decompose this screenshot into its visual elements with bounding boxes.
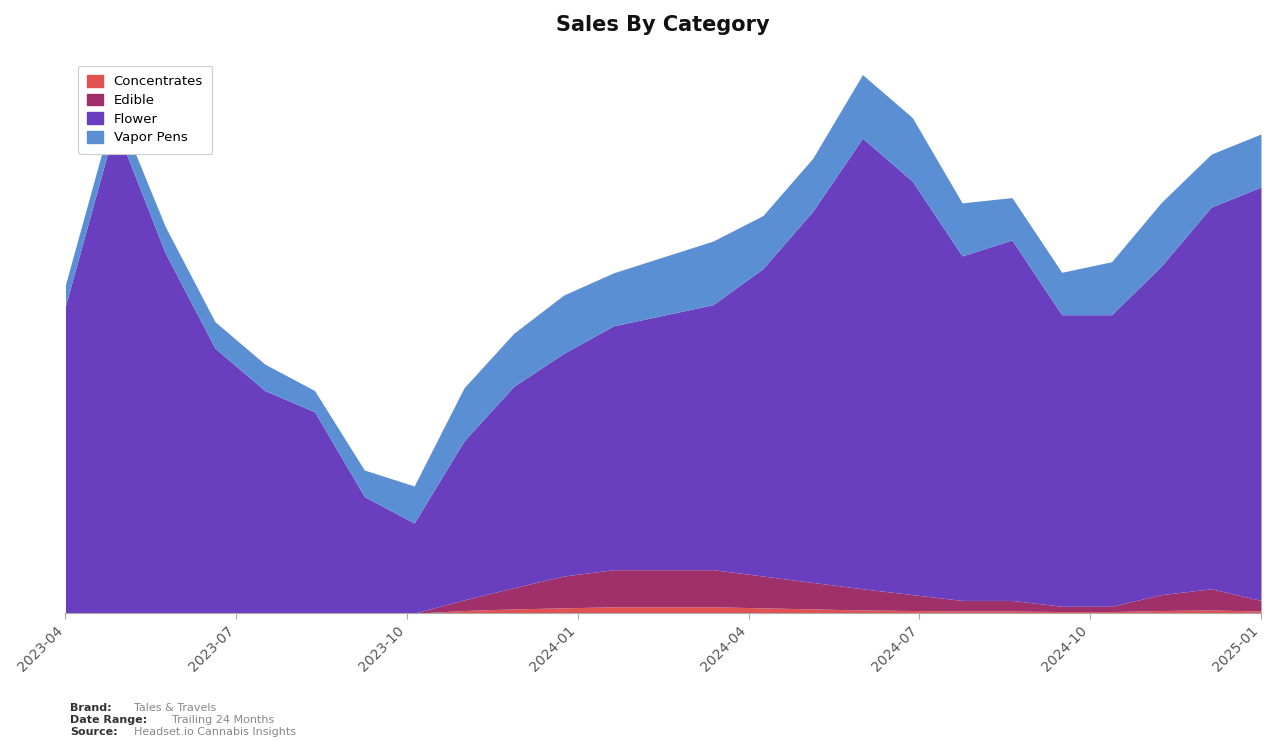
Title: Sales By Category: Sales By Category [556, 15, 769, 35]
Text: Trailing 24 Months: Trailing 24 Months [172, 715, 274, 725]
Legend: Concentrates, Edible, Flower, Vapor Pens: Concentrates, Edible, Flower, Vapor Pens [78, 65, 212, 153]
Text: Source:: Source: [70, 727, 117, 737]
Text: Tales & Travels: Tales & Travels [134, 703, 216, 714]
Text: Date Range:: Date Range: [70, 715, 147, 725]
Text: Headset.io Cannabis Insights: Headset.io Cannabis Insights [134, 727, 296, 737]
Text: Brand:: Brand: [70, 703, 112, 714]
